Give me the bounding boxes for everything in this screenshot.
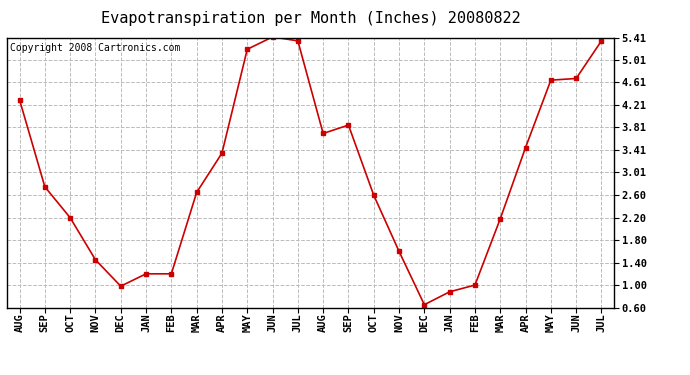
Text: Copyright 2008 Cartronics.com: Copyright 2008 Cartronics.com bbox=[10, 43, 180, 53]
Text: Evapotranspiration per Month (Inches) 20080822: Evapotranspiration per Month (Inches) 20… bbox=[101, 11, 520, 26]
